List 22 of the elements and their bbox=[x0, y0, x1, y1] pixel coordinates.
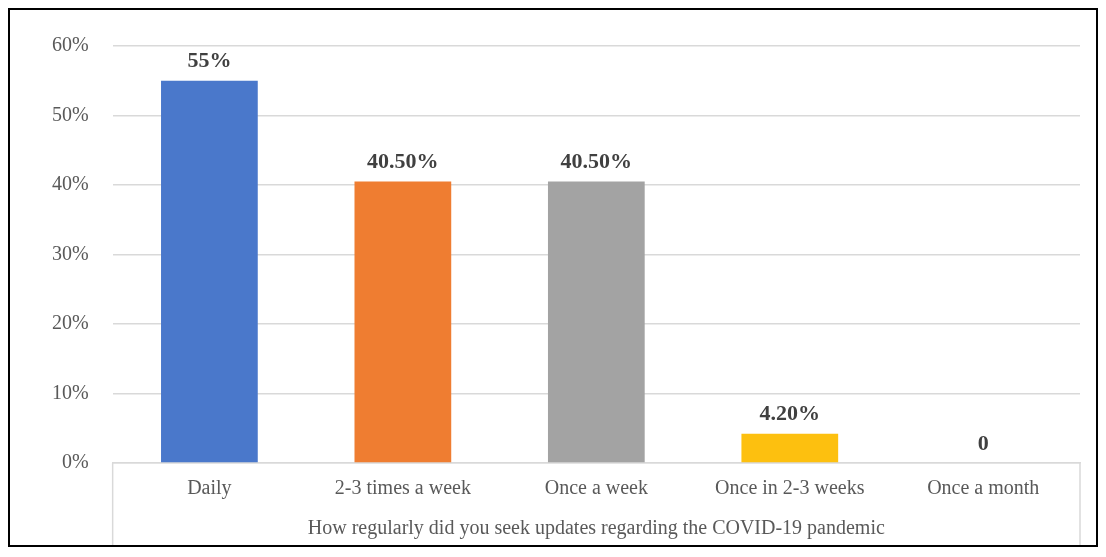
y-tick-label: 30% bbox=[51, 241, 89, 264]
data-label: 4.20% bbox=[759, 400, 821, 426]
y-tick-label: 10% bbox=[51, 380, 89, 403]
bar bbox=[741, 433, 839, 463]
x-tick-label: Daily bbox=[187, 476, 232, 500]
bar bbox=[161, 80, 258, 463]
x-tick-label: Once in 2-3 weeks bbox=[715, 476, 865, 499]
data-label: 55% bbox=[187, 47, 232, 73]
y-tick-label: 20% bbox=[51, 311, 89, 334]
bar bbox=[547, 181, 645, 463]
x-tick-label: Once a month bbox=[927, 476, 1040, 499]
x-axis-title: How regularly did you seek updates regarding the COVID-19 pandemic bbox=[307, 516, 885, 540]
x-tick-label: Once a week bbox=[544, 476, 648, 499]
y-tick-label: 60% bbox=[51, 33, 89, 56]
data-label: 40.50% bbox=[367, 148, 439, 174]
data-label: 0 bbox=[977, 429, 989, 455]
y-tick-label: 0% bbox=[61, 450, 89, 473]
x-tick-label: 2-3 times a week bbox=[334, 476, 471, 499]
y-tick-label: 50% bbox=[51, 102, 89, 125]
bar bbox=[354, 181, 452, 463]
y-tick-label: 40% bbox=[51, 172, 89, 195]
data-label: 40.50% bbox=[560, 148, 633, 174]
